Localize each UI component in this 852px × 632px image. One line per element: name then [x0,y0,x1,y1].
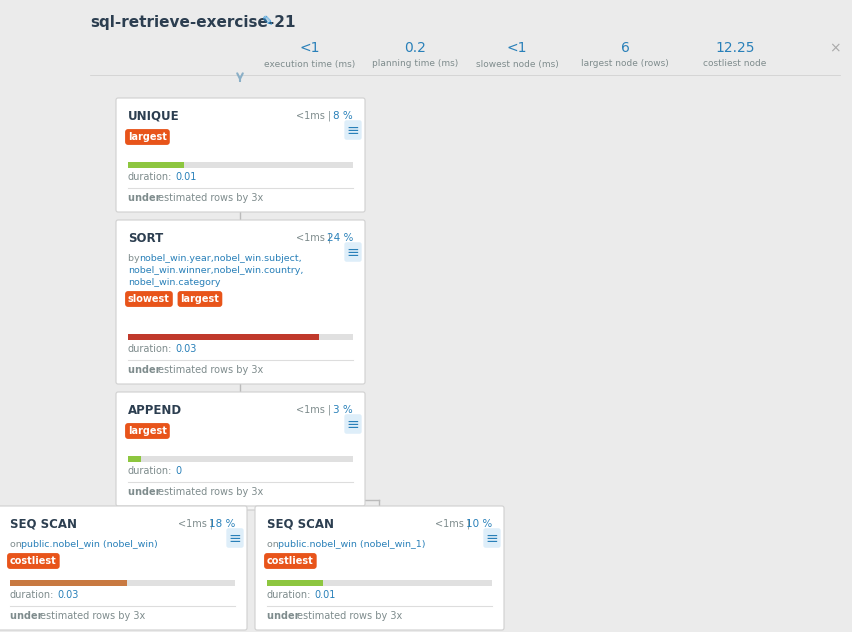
Text: 0.01: 0.01 [314,590,335,600]
Text: ✎: ✎ [262,15,273,29]
Text: nobel_win.winner,nobel_win.country,: nobel_win.winner,nobel_win.country, [128,266,303,275]
Text: 18 %: 18 % [209,519,234,529]
Text: <1ms |: <1ms | [177,519,213,529]
Text: 0.01: 0.01 [175,172,196,182]
FancyBboxPatch shape [0,506,247,630]
Text: <1: <1 [299,41,320,55]
Text: estimated rows by 3x: estimated rows by 3x [158,487,263,497]
Text: 24 %: 24 % [326,233,353,243]
Text: largest node (rows): largest node (rows) [580,59,668,68]
Text: SEQ SCAN: SEQ SCAN [10,518,77,530]
Text: costliest node: costliest node [703,59,766,68]
Text: estimated rows by 3x: estimated rows by 3x [40,611,145,621]
Bar [128,334,319,340]
Text: 0.03: 0.03 [175,344,196,354]
Text: <1ms |: <1ms | [296,111,331,121]
Bar [10,580,234,586]
Text: largest: largest [181,294,219,304]
Text: APPEND: APPEND [128,403,182,416]
Text: under: under [128,365,164,375]
Text: costliest: costliest [267,556,314,566]
Text: <1: <1 [506,41,527,55]
Text: slowest: slowest [128,294,170,304]
Text: SEQ SCAN: SEQ SCAN [267,518,334,530]
Text: nobel_win.year,nobel_win.subject,: nobel_win.year,nobel_win.subject, [139,254,302,263]
Text: execution time (ms): execution time (ms) [264,59,355,68]
Text: 6: 6 [620,41,629,55]
Text: duration:: duration: [10,590,55,600]
Text: on: on [10,540,25,549]
Text: under: under [128,193,164,203]
Text: sql-retrieve-exercise-21: sql-retrieve-exercise-21 [90,15,295,30]
Text: 3 %: 3 % [333,405,353,415]
Text: public.nobel_win (nobel_win): public.nobel_win (nobel_win) [21,540,158,549]
Bar [128,334,353,340]
Bar [10,580,127,586]
Text: on: on [267,540,281,549]
Bar [267,580,492,586]
Bar [128,456,141,462]
Bar [128,162,353,168]
Text: ≡: ≡ [228,530,241,545]
Text: nobel_win.category: nobel_win.category [128,278,220,287]
Text: under: under [267,611,302,621]
Text: duration:: duration: [128,466,172,476]
Text: UNIQUE: UNIQUE [128,109,180,123]
Bar [128,456,353,462]
FancyBboxPatch shape [116,98,365,212]
Text: under: under [10,611,46,621]
Text: 8 %: 8 % [333,111,353,121]
Text: duration:: duration: [128,344,172,354]
FancyBboxPatch shape [116,220,365,384]
Text: 0: 0 [175,466,181,476]
FancyBboxPatch shape [126,492,354,510]
Text: planning time (ms): planning time (ms) [371,59,458,68]
Text: largest: largest [128,426,167,436]
Text: 0.2: 0.2 [404,41,425,55]
Text: public.nobel_win (nobel_win_1): public.nobel_win (nobel_win_1) [278,540,425,549]
Text: duration:: duration: [128,172,172,182]
Bar [128,162,184,168]
Text: <1ms |: <1ms | [296,404,331,415]
Text: <1ms |: <1ms | [435,519,469,529]
Text: ≡: ≡ [346,123,359,138]
Text: ≡: ≡ [346,245,359,260]
Text: 12.25: 12.25 [715,41,754,55]
Text: by: by [128,254,142,263]
Text: 10 %: 10 % [465,519,492,529]
Text: ×: × [828,41,840,55]
Bar [267,580,323,586]
Text: SORT: SORT [128,231,163,245]
Text: ≡: ≡ [346,416,359,432]
Text: under: under [128,487,164,497]
Text: estimated rows by 3x: estimated rows by 3x [296,611,402,621]
FancyBboxPatch shape [255,506,504,630]
FancyBboxPatch shape [116,392,365,506]
Text: <1ms |: <1ms | [296,233,331,243]
Text: duration:: duration: [267,590,311,600]
Text: estimated rows by 3x: estimated rows by 3x [158,365,263,375]
Text: 0.03: 0.03 [57,590,78,600]
Text: costliest: costliest [10,556,57,566]
Text: ≡: ≡ [485,530,498,545]
Text: estimated rows by 3x: estimated rows by 3x [158,193,263,203]
Text: largest: largest [128,132,167,142]
Text: slowest node (ms): slowest node (ms) [475,59,558,68]
